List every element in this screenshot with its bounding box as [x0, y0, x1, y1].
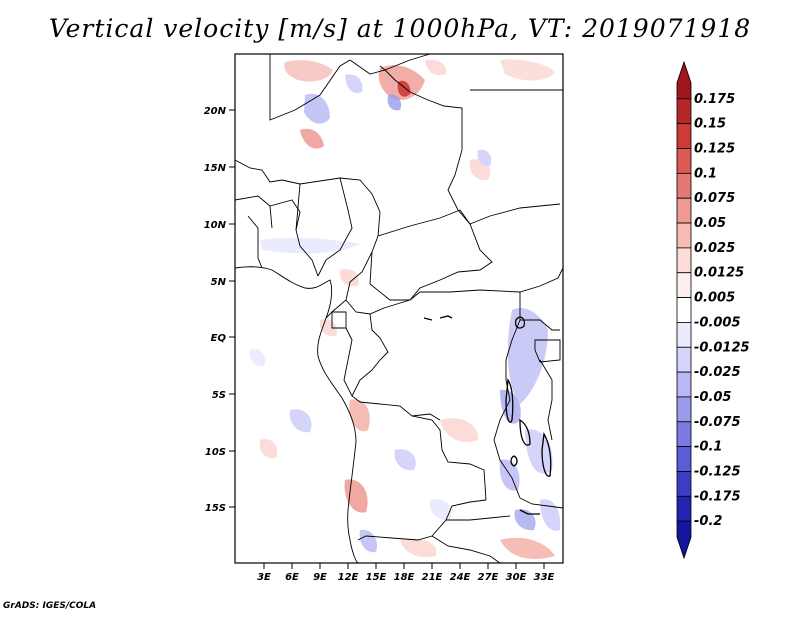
colorbar-label: -0.2 [694, 514, 722, 529]
lon-tick-label: 15E [366, 572, 387, 583]
colorbar-label: -0.1 [694, 440, 722, 455]
lat-tick-label: 10S [205, 447, 226, 458]
colorbar-swatch [676, 520, 692, 560]
map-panel [234, 53, 564, 564]
colorbar-label: 0.05 [694, 216, 726, 231]
colorbar-swatch [676, 222, 692, 249]
colorbar-swatch [676, 495, 692, 522]
lat-tick-label: 5S [212, 390, 226, 401]
colorbar-swatch [676, 471, 692, 497]
lat-tick-label: 20N [204, 106, 227, 117]
colorbar-swatch [676, 172, 692, 199]
plot-title: Vertical velocity [m/s] at 1000hPa, VT: … [48, 14, 752, 43]
lat-axis: 20N 15N 10N 5N EQ 5S 10S 15S [204, 106, 235, 514]
lon-tick-label: 21E [422, 572, 443, 583]
lat-tick-label: 15S [205, 503, 226, 514]
lon-tick-label: 33E [534, 572, 555, 583]
colorbar-label: 0.025 [694, 241, 735, 256]
colorbar-label: -0.025 [694, 365, 741, 380]
country-borders [234, 53, 564, 564]
colorbar-label: -0.075 [694, 415, 741, 430]
colorbar-swatch [676, 371, 692, 398]
colorbar-swatch [676, 421, 692, 448]
colorbar-label: 0.15 [694, 117, 726, 132]
colorbar-swatch [676, 60, 692, 100]
colorbar-swatch [676, 272, 692, 298]
map-frame [234, 53, 564, 564]
colorbar-label: 0.005 [694, 291, 735, 306]
footer-credit: GrADS: IGES/COLA [3, 601, 97, 611]
lon-tick-label: 30E [506, 572, 527, 583]
colorbar-label: -0.175 [694, 489, 741, 504]
lon-tick-label: 27E [478, 572, 499, 583]
colorbar-swatch [676, 197, 692, 224]
lon-axis: 3E 6E 9E 12E 15E 18E 21E 24E 27E 30E 33E [257, 563, 555, 583]
lon-tick-label: 3E [257, 572, 271, 583]
lon-tick-label: 18E [394, 572, 415, 583]
lakes [423, 315, 552, 515]
colorbar-swatch [676, 247, 692, 274]
colorbar-swatch [676, 396, 692, 423]
colorbar-swatch [676, 322, 692, 348]
colorbar-label: 0.125 [694, 142, 735, 157]
lon-tick-label: 24E [450, 572, 471, 583]
colorbar-swatch [676, 123, 692, 149]
colorbar-label: 0.0125 [694, 266, 744, 281]
lat-tick-label: 15N [204, 163, 227, 174]
lon-tick-label: 9E [313, 572, 327, 583]
colorbar-swatch [676, 297, 692, 323]
lat-tick-label: 10N [204, 220, 227, 231]
colorbar-label: -0.125 [694, 464, 741, 479]
colorbar-swatch [676, 446, 692, 472]
colorbar-label: -0.0125 [694, 340, 750, 355]
lat-tick-label: 5N [211, 277, 227, 288]
colorbar-label: 0.1 [694, 166, 717, 181]
lat-tick-label: EQ [211, 333, 227, 344]
colorbar-label: 0.175 [694, 92, 735, 107]
colorbar-swatch [676, 148, 692, 174]
colorbar: 0.175 0.15 0.125 0.1 0.075 0.05 0.025 0.0125 0.0… [676, 60, 750, 560]
colorbar-label: -0.005 [694, 315, 741, 330]
colorbar-label: -0.05 [694, 390, 731, 405]
colorbar-swatch [676, 346, 692, 373]
lon-tick-label: 12E [338, 572, 359, 583]
colorbar-swatch [676, 98, 692, 125]
lon-tick-label: 6E [285, 572, 299, 583]
colorbar-label: 0.075 [694, 191, 735, 206]
